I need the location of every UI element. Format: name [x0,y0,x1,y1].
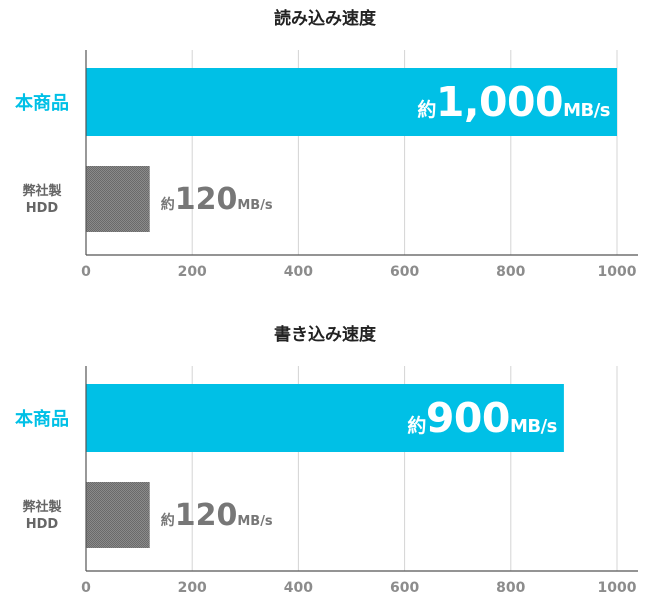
x-tick-label: 600 [390,580,419,596]
x-tick-label: 0 [81,264,91,280]
value-label: 約120MB/s [161,498,273,533]
category-label-company-hdd: HDD [26,201,59,216]
x-tick-label: 400 [284,264,313,280]
value-label-number: 900 [426,394,510,442]
value-label: 約900MB/s [407,394,557,442]
category-label-this-product: 本商品 [15,92,69,114]
value-label-unit: MB/s [510,416,557,437]
x-tick-label: 200 [178,264,207,280]
value-label-number: 120 [175,498,238,533]
value-label-number: 120 [175,182,238,217]
category-label-company-hdd: HDD [26,517,59,532]
bar-this-product [86,384,564,452]
value-label: 約120MB/s [161,182,273,217]
value-label-number: 1,000 [436,78,563,126]
value-label-prefix: 約 [161,512,175,529]
category-label-this-product: 本商品 [15,408,69,430]
x-tick-label: 0 [81,580,91,596]
chart-title: 読み込み速度 [274,8,377,29]
x-tick-label: 1000 [598,264,637,280]
x-tick-label: 600 [390,264,419,280]
value-label-prefix: 約 [407,414,426,437]
chart-title: 書き込み速度 [274,324,377,345]
value-label-prefix: 約 [417,98,436,121]
bar-company-hdd [86,166,150,232]
x-tick-label: 800 [496,580,525,596]
category-label-company-hdd: 弊社製 [22,183,61,199]
bar-company-hdd [86,482,150,548]
value-label-unit: MB/s [237,198,273,213]
value-label-prefix: 約 [161,196,175,213]
x-tick-label: 800 [496,264,525,280]
bar-this-product [86,68,617,136]
value-label-unit: MB/s [563,100,610,121]
category-label-company-hdd: 弊社製 [22,499,61,515]
x-tick-label: 200 [178,580,207,596]
value-label-unit: MB/s [237,514,273,529]
x-tick-label: 1000 [598,580,637,596]
value-label: 約1,000MB/s [417,78,610,126]
x-tick-label: 400 [284,580,313,596]
